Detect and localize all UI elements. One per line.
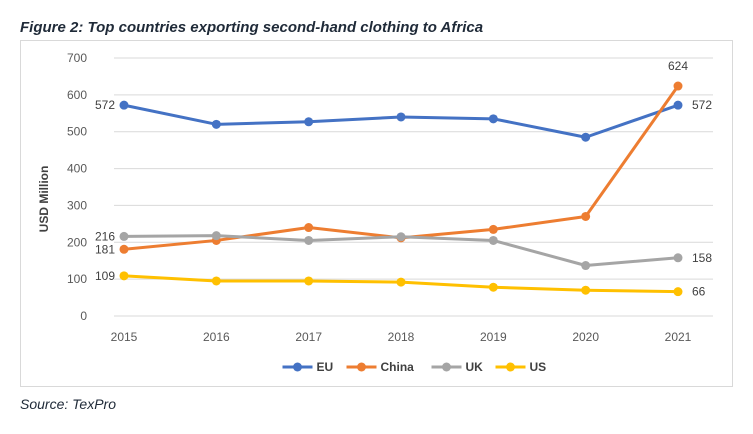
point-us-2015 — [119, 271, 129, 281]
point-uk-2021 — [673, 253, 683, 263]
point-eu-2016 — [211, 119, 221, 129]
legend-label-uk: UK — [466, 360, 484, 374]
y-axis-label: USD Million — [37, 166, 51, 233]
data-label-china-2021: 624 — [668, 59, 688, 73]
point-eu-2020 — [581, 132, 591, 142]
data-label-uk-2021: 158 — [692, 251, 712, 265]
legend-marker-eu — [293, 362, 302, 372]
y-tick-label-200: 200 — [67, 235, 87, 249]
data-label-uk-2015: 216 — [95, 229, 115, 243]
line-chart: 0 100 200 300 400 500 600 700 2015 2016 2017 2018 20… — [37, 51, 713, 374]
x-tick-label-2019: 2019 — [480, 330, 507, 344]
y-tick-label-700: 700 — [67, 51, 87, 65]
point-eu-2018 — [396, 112, 406, 122]
legend-marker-uk — [442, 362, 451, 372]
y-tick-label-0: 0 — [80, 309, 87, 323]
x-tick-label-2016: 2016 — [203, 330, 230, 344]
legend-label-us: US — [530, 360, 547, 374]
point-eu-2015 — [119, 100, 129, 110]
source-note: Source: TexPro — [20, 396, 116, 412]
point-us-2019 — [488, 282, 498, 292]
legend-label-china: China — [381, 360, 415, 374]
data-label-us-2015: 109 — [95, 269, 115, 283]
point-us-2021 — [673, 287, 683, 297]
x-tick-label-2017: 2017 — [295, 330, 322, 344]
point-uk-2018 — [396, 232, 406, 242]
point-eu-2021 — [673, 100, 683, 110]
point-eu-2017 — [304, 117, 314, 127]
point-us-2017 — [304, 276, 314, 286]
x-tick-label-2015: 2015 — [111, 330, 138, 344]
point-us-2016 — [211, 276, 221, 286]
point-us-2018 — [396, 277, 406, 287]
point-china-2019 — [488, 224, 498, 234]
y-tick-label-100: 100 — [67, 272, 87, 286]
point-uk-2016 — [211, 231, 221, 241]
point-uk-2020 — [581, 261, 591, 271]
y-tick-label-400: 400 — [67, 162, 87, 176]
figure-title: Figure 2: Top countries exporting second… — [20, 19, 484, 36]
x-tick-label-2021: 2021 — [665, 330, 692, 344]
y-tick-label-600: 600 — [67, 88, 87, 102]
point-china-2021 — [673, 81, 683, 91]
point-china-2017 — [304, 223, 314, 233]
point-uk-2015 — [119, 231, 129, 241]
point-eu-2019 — [488, 114, 498, 124]
x-tick-label-2020: 2020 — [572, 330, 599, 344]
point-china-2015 — [119, 244, 129, 254]
data-label-us-2021: 66 — [692, 285, 706, 299]
point-uk-2019 — [488, 235, 498, 245]
chart-area: 0 100 200 300 400 500 600 700 2015 2016 2017 2018 20… — [20, 40, 733, 387]
legend-marker-china — [357, 362, 366, 372]
data-label-china-2015: 181 — [95, 242, 115, 256]
y-tick-label-300: 300 — [67, 198, 87, 212]
point-us-2020 — [581, 285, 591, 295]
y-tick-label-500: 500 — [67, 125, 87, 139]
legend-label-eu: EU — [317, 360, 334, 374]
legend-marker-us — [506, 362, 515, 372]
data-label-eu-2021: 572 — [692, 98, 712, 112]
series-line-china — [122, 84, 680, 251]
point-uk-2017 — [304, 235, 314, 245]
x-tick-label-2018: 2018 — [388, 330, 415, 344]
point-china-2020 — [581, 211, 591, 221]
data-label-eu-2015: 572 — [95, 98, 115, 112]
